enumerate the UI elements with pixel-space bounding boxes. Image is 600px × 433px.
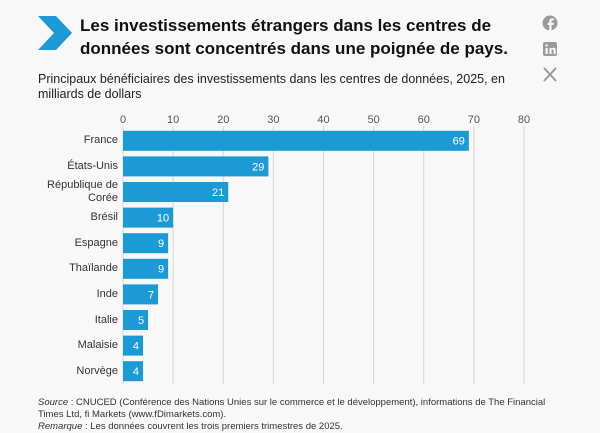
bar (123, 182, 229, 202)
source-text: : CNUCED (Conférence des Nations Unies s… (38, 397, 546, 420)
note-label: Remarque (38, 421, 83, 432)
value-label: 7 (148, 289, 154, 301)
x-tick-label: 20 (217, 114, 229, 126)
bar (123, 156, 269, 177)
y-tick-label: Norvège (76, 364, 118, 377)
facebook-glyph (547, 18, 554, 31)
logo-chevron (38, 16, 72, 50)
bar (123, 310, 149, 330)
value-label: 4 (133, 366, 139, 378)
y-tick-label: Inde (96, 287, 118, 300)
y-tick-label: États-Unis (67, 159, 118, 172)
note: Remarque : Les données couvrent les troi… (38, 421, 558, 433)
bar (123, 284, 159, 305)
y-tick-label: Malaisie (77, 339, 118, 352)
note-text: : Les données couvrent les trois premier… (85, 421, 343, 432)
chart-title: Les investissements étrangers dans les c… (80, 16, 508, 58)
x-tick-label: 0 (120, 114, 126, 126)
x-tick-label: 40 (317, 114, 329, 126)
value-label: 5 (138, 315, 144, 327)
bar (123, 361, 144, 382)
value-label: 21 (212, 187, 224, 199)
x-tick-label: 30 (267, 114, 279, 126)
y-tick-label: Thaïlande (69, 262, 118, 275)
source-label: Source (38, 397, 69, 408)
bar (123, 207, 174, 228)
value-label: 29 (252, 161, 264, 173)
value-label: 9 (158, 238, 164, 250)
y-tick-label: Espagne (74, 236, 118, 249)
bar (123, 335, 144, 356)
x-tick-label: 10 (167, 114, 179, 126)
chart-subtitle: Principaux bénéficiaires des investissem… (38, 72, 505, 101)
x-tick-label: 60 (418, 114, 430, 126)
linkedin-glyph (545, 48, 548, 54)
x-icon[interactable] (543, 67, 557, 82)
value-label: 4 (133, 341, 139, 353)
y-tick-label: Italie (94, 313, 118, 326)
source: Source : CNUCED (Conférence des Nations … (38, 397, 558, 421)
value-label: 10 (157, 213, 169, 225)
linkedin-glyph (549, 47, 556, 55)
y-tick-label: République de Corée (47, 179, 118, 204)
bar (123, 233, 169, 254)
bar (123, 130, 469, 151)
bar (123, 258, 169, 279)
y-tick-label: France (83, 134, 118, 147)
x-tick-label: 80 (518, 114, 530, 126)
linkedin-glyph (545, 44, 548, 47)
x-tick-label: 70 (468, 114, 480, 126)
y-tick-label: Brésil (90, 211, 118, 224)
value-label: 69 (453, 136, 465, 148)
x-tick-label: 50 (368, 114, 380, 126)
value-label: 9 (158, 264, 164, 276)
